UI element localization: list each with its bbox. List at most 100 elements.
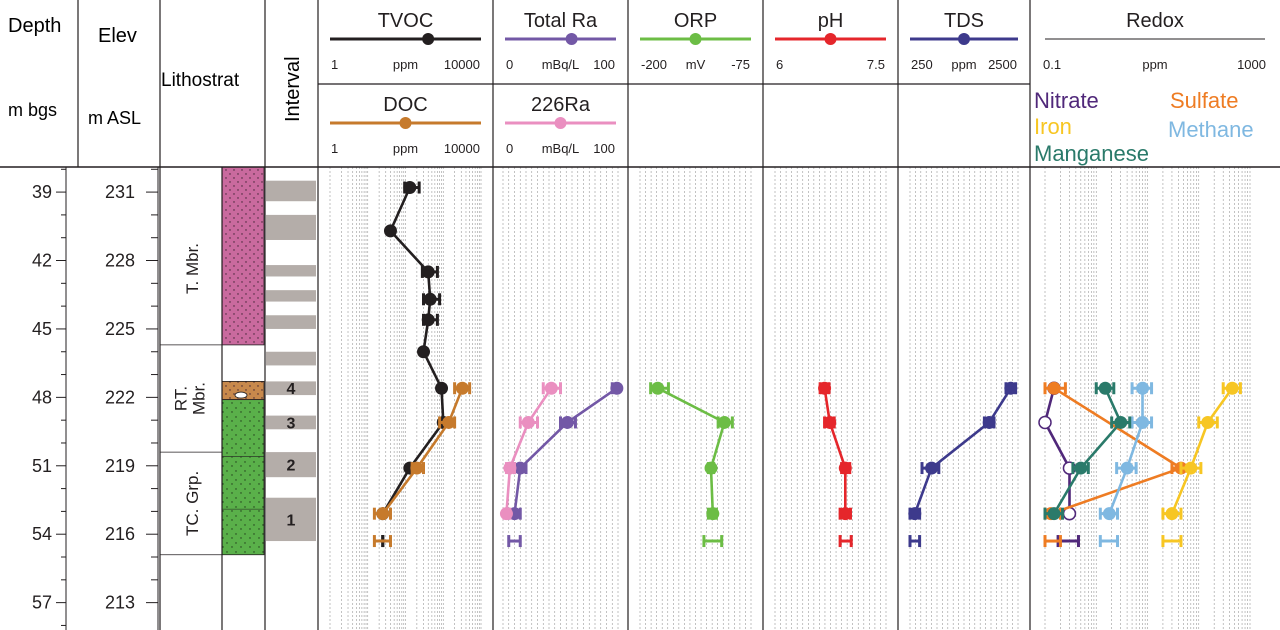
data-point — [838, 507, 852, 521]
series-max-label: 10000 — [444, 57, 480, 72]
data-point — [1074, 461, 1088, 475]
series-unit-label: ppm — [951, 57, 976, 72]
panel-gridlines-p6 — [1044, 167, 1251, 630]
data-point — [1004, 381, 1018, 395]
panel-gridlines-p2 — [502, 167, 619, 630]
interval-number: 2 — [287, 458, 296, 475]
interval-block — [266, 415, 316, 430]
series-unit-label: ppm — [393, 57, 418, 72]
series-manganese — [1043, 381, 1132, 521]
data-point — [455, 381, 469, 395]
data-point — [1102, 507, 1116, 521]
unit-label: TC. Grp. — [183, 471, 202, 536]
data-point — [383, 224, 397, 238]
series-line — [913, 387, 1012, 515]
redox-header-name: Redox — [1126, 10, 1184, 32]
depth-tick-label: 42 — [32, 251, 52, 271]
depth-tick-label: 39 — [32, 182, 52, 202]
data-point — [1225, 381, 1239, 395]
panel-gridlines-p3 — [639, 167, 752, 630]
series-unit-label: mBq/L — [542, 57, 580, 72]
interval-block — [266, 381, 316, 396]
data-point — [1120, 461, 1134, 475]
series-tvoc — [376, 181, 450, 548]
depth-unit: m bgs — [8, 100, 57, 120]
series-226ra — [499, 381, 562, 521]
lith-pattern-2 — [221, 399, 265, 556]
data-point — [435, 381, 449, 395]
series-header-marker — [422, 33, 435, 45]
series-min-label: 1 — [331, 57, 338, 72]
depth-tick-label: 57 — [32, 593, 52, 613]
data-point — [1047, 381, 1061, 395]
interval-block — [266, 497, 316, 542]
series-line — [1108, 388, 1144, 515]
interval-block — [266, 452, 316, 478]
series-min-label: 0 — [506, 57, 513, 72]
interval-block — [266, 290, 316, 302]
series-min-label: 6 — [776, 57, 783, 72]
interval-label: Interval — [282, 56, 304, 122]
unit-label: RT.Mbr. — [172, 382, 209, 415]
elev-label: Elev — [98, 25, 137, 47]
data-point — [513, 461, 527, 475]
series-ph — [818, 381, 853, 548]
series-max-label: 2500 — [988, 57, 1017, 72]
series-header-marker — [565, 33, 578, 45]
series-header-name: Total Ra — [524, 10, 598, 32]
data-point — [838, 461, 852, 475]
data-point — [499, 507, 513, 521]
elev-unit: m ASL — [88, 108, 141, 128]
elev-tick-label: 213 — [105, 593, 135, 613]
data-point — [421, 265, 435, 279]
data-point — [982, 415, 996, 429]
interval-number: 1 — [287, 512, 296, 529]
depth-tick-label: 51 — [32, 456, 52, 476]
interval-number: 4 — [287, 381, 296, 398]
data-point — [610, 381, 624, 395]
series-line — [505, 387, 553, 514]
data-point — [1038, 415, 1052, 430]
series-min-label: 0 — [506, 141, 513, 156]
legend-entry: Sulfate — [1170, 88, 1239, 113]
depth-tick-label: 54 — [32, 524, 52, 544]
panel-gridlines-p1 — [329, 167, 482, 630]
data-point — [442, 415, 456, 429]
data-point — [1184, 461, 1198, 475]
series-total-ra — [507, 381, 624, 548]
series-header-marker — [824, 33, 837, 45]
interval-number: 3 — [287, 415, 296, 432]
series-max-label: 100 — [593, 57, 615, 72]
elev-tick-label: 222 — [105, 387, 135, 407]
series-orp — [649, 381, 734, 548]
legend-entry: Nitrate — [1034, 88, 1099, 113]
data-point — [1165, 507, 1179, 521]
series-header-name: DOC — [383, 94, 427, 116]
data-point — [560, 415, 574, 429]
series-min-label: -200 — [641, 57, 667, 72]
clast-symbol — [234, 391, 248, 399]
data-point — [704, 461, 718, 475]
data-point — [403, 181, 417, 195]
series-max-label: 100 — [593, 141, 615, 156]
data-point — [1047, 507, 1061, 521]
series-header-marker — [689, 33, 702, 45]
legend-entry: Iron — [1034, 114, 1072, 139]
data-point — [651, 381, 665, 395]
data-point — [1136, 415, 1150, 429]
depth-tick-label: 48 — [32, 387, 52, 407]
series-max-label: 7.5 — [867, 57, 885, 72]
depth-label: Depth — [8, 15, 61, 37]
series-min-label: 1 — [331, 141, 338, 156]
series-max-label: 10000 — [444, 141, 480, 156]
series-header-marker — [554, 117, 567, 129]
data-point — [1114, 415, 1128, 429]
series-doc — [372, 381, 472, 548]
data-point — [706, 507, 720, 521]
series-methane — [1098, 381, 1154, 548]
interval-block — [266, 180, 316, 202]
data-point — [376, 507, 390, 521]
elev-tick-label: 216 — [105, 524, 135, 544]
